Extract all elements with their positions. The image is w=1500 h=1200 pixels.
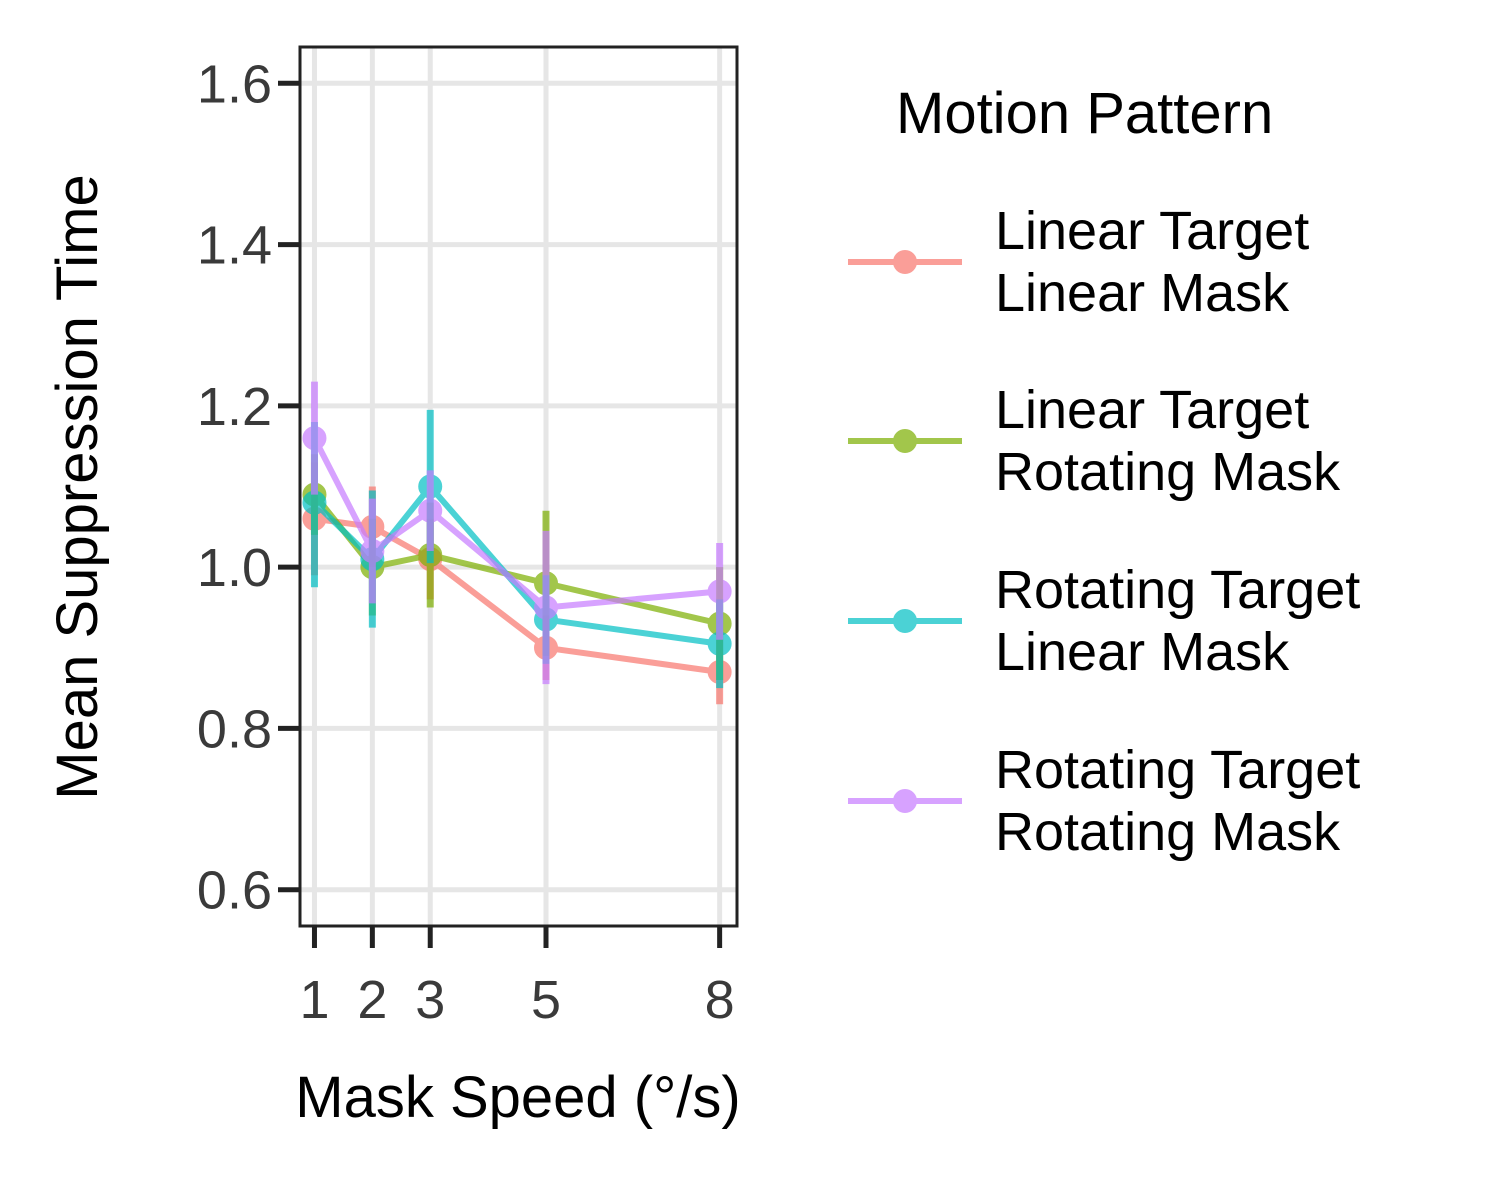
x-axis-title: Mask Speed (°/s)	[295, 1065, 740, 1130]
legend-label-line: Linear Mask	[995, 622, 1290, 682]
data-point	[302, 426, 327, 451]
legend-key-point	[893, 609, 917, 633]
data-point	[418, 498, 443, 523]
legend-key-point	[893, 789, 917, 813]
y-tick-label: 0.8	[197, 699, 272, 759]
series-layer	[302, 381, 732, 705]
legend-label-line: Linear Target	[995, 201, 1309, 261]
x-tick-label: 5	[531, 970, 561, 1030]
series-4	[302, 381, 732, 685]
grid-layer	[300, 47, 737, 926]
y-axis-title: Mean Suppression Time	[45, 174, 110, 799]
legend-key	[848, 250, 962, 274]
x-tick-label: 8	[705, 970, 735, 1030]
x-tick-label: 2	[357, 970, 387, 1030]
legend-item: Rotating Target Rotating Mask	[848, 740, 1360, 862]
legend-label: Rotating Target Linear Mask	[995, 560, 1360, 682]
y-tick-label: 1.2	[197, 377, 272, 437]
legend-label-line: Rotating Mask	[995, 802, 1341, 862]
legend-label-line: Linear Target	[995, 380, 1309, 440]
data-point	[533, 595, 558, 620]
y-tick-label: 1.6	[197, 54, 272, 114]
legend-key	[848, 789, 962, 813]
y-tick-label: 1.4	[197, 216, 272, 276]
legend-key-point	[893, 429, 917, 453]
axis-layer: 0.6 0.8 1.0 1.2 1.4 1.6 1 2 3 5 8	[197, 54, 735, 1030]
x-tick-label: 3	[415, 970, 445, 1030]
legend-label-line: Rotating Target	[995, 740, 1360, 800]
data-point	[360, 539, 385, 564]
x-tick-label: 1	[299, 970, 329, 1030]
legend-key-point	[893, 250, 917, 274]
legend-label-line: Rotating Target	[995, 560, 1360, 620]
data-point	[707, 579, 732, 604]
data-point	[302, 490, 327, 515]
legend-label: Linear Target Linear Mask	[995, 201, 1309, 323]
legend-item: Linear Target Rotating Mask	[848, 380, 1341, 502]
y-tick-label: 0.6	[197, 861, 272, 921]
panel-border	[298, 45, 739, 928]
y-tick-label: 1.0	[197, 538, 272, 598]
legend-label: Linear Target Rotating Mask	[995, 380, 1341, 502]
legend-title: Motion Pattern	[896, 81, 1273, 146]
legend-label: Rotating Target Rotating Mask	[995, 740, 1360, 862]
legend-item: Rotating Target Linear Mask	[848, 560, 1360, 682]
legend-key	[848, 429, 962, 453]
legend-label-line: Linear Mask	[995, 263, 1290, 323]
legend-key	[848, 609, 962, 633]
legend-label-line: Rotating Mask	[995, 442, 1341, 502]
legend-item: Linear Target Linear Mask	[848, 201, 1309, 323]
